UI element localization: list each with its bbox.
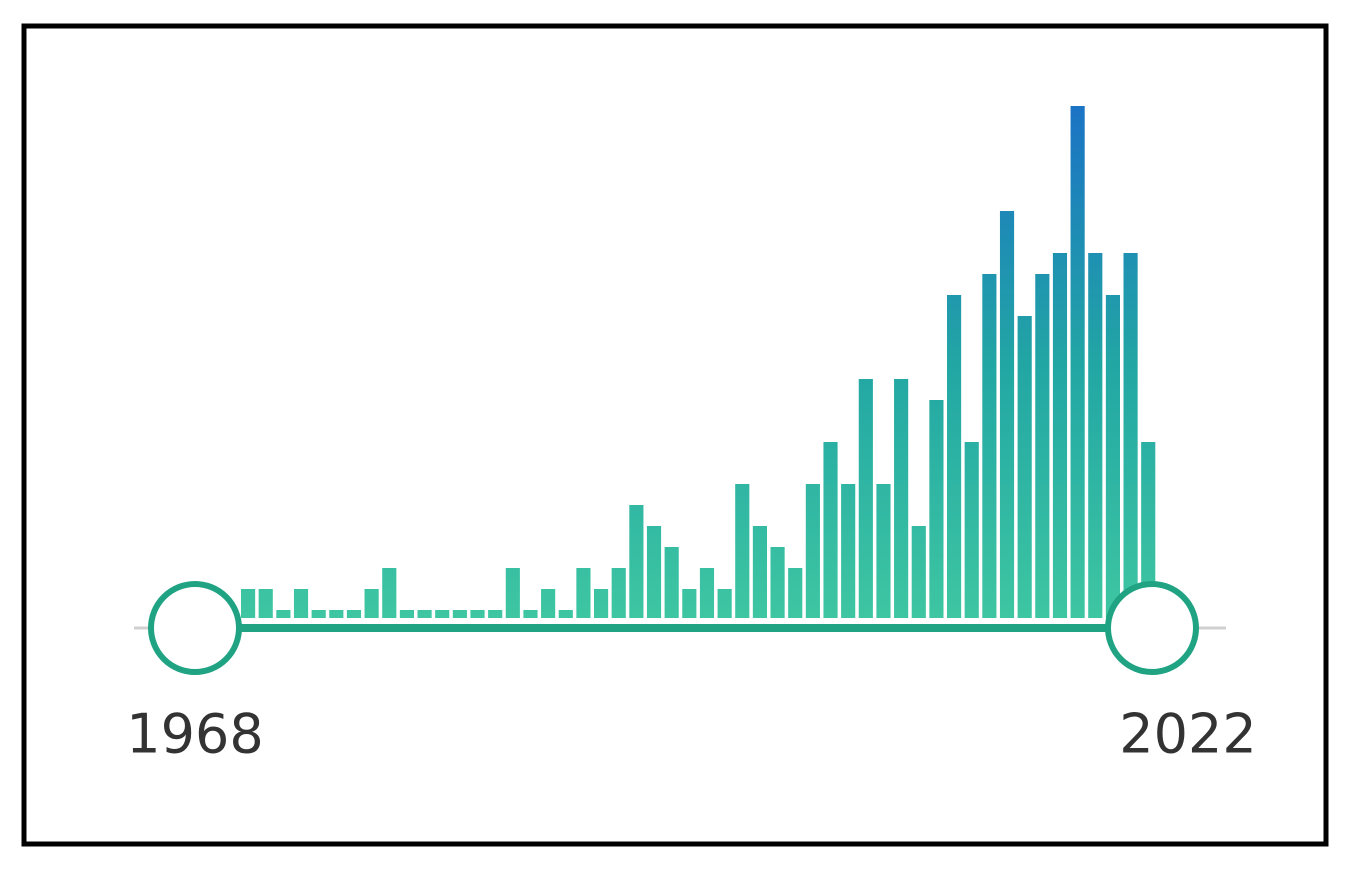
histogram-bar — [682, 589, 697, 618]
max-handle[interactable] — [1105, 581, 1199, 675]
histogram-bar — [629, 505, 644, 618]
histogram-bar — [417, 610, 432, 618]
histogram-bar — [558, 610, 573, 618]
histogram-bar — [752, 526, 767, 618]
histogram-bar — [364, 589, 379, 618]
min-label: 1968 — [126, 703, 263, 766]
histogram-bar — [823, 442, 838, 618]
histogram-bar — [576, 568, 591, 618]
histogram-bar — [1070, 106, 1085, 618]
histogram-bar — [1105, 295, 1120, 618]
histogram-bar — [611, 568, 626, 618]
histogram-bar — [876, 484, 891, 618]
histogram-bar — [435, 610, 450, 618]
histogram-bar — [788, 568, 803, 618]
histogram-bar — [346, 610, 362, 618]
histogram-bar — [858, 379, 873, 618]
histogram-bar — [1052, 253, 1068, 618]
histogram-bar — [735, 484, 750, 618]
histogram-bar — [770, 547, 785, 618]
histogram-bar — [699, 568, 715, 618]
histogram-bar — [505, 568, 520, 618]
histogram-bar — [452, 610, 467, 618]
histogram-bar — [541, 589, 556, 618]
histogram-bar — [399, 610, 414, 618]
histogram-bar — [470, 610, 485, 618]
histogram-bar — [717, 589, 732, 618]
histogram-bar — [1035, 274, 1050, 618]
histogram-bar — [293, 589, 309, 618]
histogram-bar — [311, 610, 326, 618]
histogram-bar — [929, 400, 944, 618]
histogram-bar — [1088, 253, 1103, 618]
histogram-bar — [947, 295, 962, 618]
histogram-bar — [894, 379, 909, 618]
max-label: 2022 — [1119, 703, 1256, 766]
histogram-bar — [1141, 442, 1156, 618]
histogram-bar — [664, 547, 679, 618]
histogram-bar — [523, 610, 538, 618]
histogram-bar — [841, 484, 856, 618]
histogram-bar — [241, 589, 256, 618]
histogram-bar — [964, 442, 979, 618]
histogram-bar — [594, 589, 609, 618]
histogram-bar — [258, 589, 273, 618]
histogram-bar — [1123, 253, 1138, 618]
histogram-bar — [646, 526, 662, 618]
histogram-bar — [276, 610, 291, 618]
histogram-bar — [911, 526, 926, 618]
histogram — [241, 106, 1156, 618]
histogram-bar — [329, 610, 344, 618]
min-handle[interactable] — [148, 581, 242, 675]
histogram-bar — [805, 484, 820, 618]
histogram-bar — [999, 211, 1015, 618]
histogram-bar — [1017, 316, 1032, 618]
histogram-bar — [382, 568, 397, 618]
histogram-bar — [488, 610, 503, 618]
histogram-bar — [982, 274, 997, 618]
